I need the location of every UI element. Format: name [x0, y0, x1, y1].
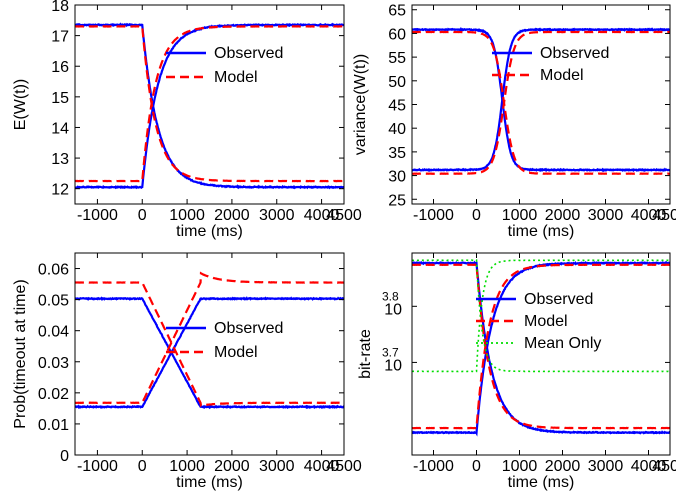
x-tick-label: 4500 [652, 458, 676, 475]
y-tick-label: 55 [388, 50, 406, 67]
x-tick-label: 4500 [652, 207, 676, 224]
series-line-model-rise [75, 25, 344, 183]
series-line-observed-rise [75, 296, 344, 410]
series-line-observed-rise [412, 27, 670, 173]
x-tick-label: 4000 [304, 207, 340, 224]
x-tick-label: -1000 [413, 458, 454, 475]
y-tick-label: 0.05 [38, 293, 69, 310]
series-line-observed-fall [75, 22, 344, 190]
x-tick-label: 4500 [326, 207, 362, 224]
x-tick-label: 0 [472, 207, 481, 224]
series-line-observed-rise [75, 22, 344, 190]
y-axis-label: bit-rate [357, 329, 374, 379]
x-tick-label: 3000 [259, 458, 295, 475]
x-tick-label: 1000 [502, 207, 538, 224]
x-tick-label: 3000 [588, 207, 624, 224]
series-line-model-fall [412, 30, 670, 175]
x-tick-label: -1000 [77, 458, 118, 475]
y-tick-label: 17 [51, 29, 69, 46]
y-tick-label: 30 [388, 169, 406, 186]
y-axis-label: Prob(timeout at time) [12, 279, 29, 428]
y-tick-label: 12 [51, 182, 69, 199]
x-tick-label: 3000 [259, 207, 295, 224]
y-tick-label: 50 [388, 74, 406, 91]
y-tick-label: 13 [51, 151, 69, 168]
axes-box [74, 252, 345, 456]
series-line-model-rise [412, 30, 670, 175]
x-tick-label: 2000 [214, 458, 250, 475]
y-tick-label-base: 10 [384, 357, 402, 374]
x-axis-label: time (ms) [508, 223, 575, 240]
legend-label-model: Model [214, 69, 258, 86]
y-tick-label: 18 [51, 0, 69, 15]
y-tick-label: 65 [388, 3, 406, 20]
series-line-observed-fall [75, 296, 344, 410]
x-axis-label: time (ms) [176, 474, 243, 491]
y-tick-label: 0.03 [38, 355, 69, 372]
y-tick-label: 0 [60, 448, 69, 465]
legend-label-model: Model [540, 67, 584, 84]
legend-label-mean-only: Mean Only [524, 335, 601, 352]
x-tick-label: -1000 [413, 207, 454, 224]
y-tick-label-base: 10 [384, 301, 402, 318]
x-tick-label: 4000 [304, 458, 340, 475]
x-tick-label: 0 [138, 207, 147, 224]
legend-label-model: Model [524, 313, 568, 330]
series-line-model-fall [75, 281, 344, 407]
x-tick-label: 4000 [631, 458, 667, 475]
series-line-mean-only-rise [412, 259, 670, 373]
y-tick-label: 0.06 [38, 262, 69, 279]
y-axis-label: E(W(t)) [12, 79, 29, 131]
legend-label-observed: Observed [214, 320, 283, 337]
legend-label-observed: Observed [540, 45, 609, 62]
x-tick-label: 1000 [169, 207, 205, 224]
y-tick-label: 16 [51, 59, 69, 76]
x-tick-label: 1000 [502, 458, 538, 475]
x-tick-label: 1000 [169, 458, 205, 475]
series-line-model-fall [412, 263, 670, 430]
y-tick-label: 25 [388, 192, 406, 209]
y-tick-label: 0.02 [38, 386, 69, 403]
x-tick-label: 2000 [545, 207, 581, 224]
y-tick-label: 0.01 [38, 417, 69, 434]
legend-label-observed: Observed [524, 291, 593, 308]
series-line-observed-fall [412, 260, 670, 435]
y-tick-label: 15 [51, 90, 69, 107]
series-line-model-rise [412, 263, 670, 430]
series-line-observed-fall [412, 26, 670, 173]
x-tick-label: 4500 [326, 458, 362, 475]
x-axis-label: time (ms) [508, 474, 575, 491]
x-axis-label: time (ms) [176, 223, 243, 240]
series-line-model-fall [75, 25, 344, 183]
series-line-model-rise [75, 271, 344, 405]
y-axis-label: variance(W(t)) [352, 54, 369, 155]
panel-4: -1000010002000300040004500103.7103.8time… [357, 252, 676, 491]
y-tick-label: 45 [388, 98, 406, 115]
axes-box [74, 4, 345, 205]
legend-label-model: Model [214, 344, 258, 361]
x-tick-label: 2000 [545, 458, 581, 475]
y-tick-label: 40 [388, 121, 406, 138]
x-tick-label: 0 [138, 458, 147, 475]
legend-label-observed: Observed [214, 45, 283, 62]
y-tick-label: 14 [51, 120, 69, 137]
axes-box [411, 252, 671, 456]
x-tick-label: 3000 [588, 458, 624, 475]
x-tick-label: 4000 [631, 207, 667, 224]
x-tick-label: 0 [472, 458, 481, 475]
y-tick-label-exponent: 3.8 [382, 289, 399, 303]
y-tick-label: 35 [388, 145, 406, 162]
y-tick-label: 0.04 [38, 324, 69, 341]
y-tick-label-exponent: 3.7 [382, 345, 399, 359]
x-tick-label: 2000 [214, 207, 250, 224]
x-tick-label: -1000 [77, 207, 118, 224]
y-tick-label: 60 [388, 26, 406, 43]
